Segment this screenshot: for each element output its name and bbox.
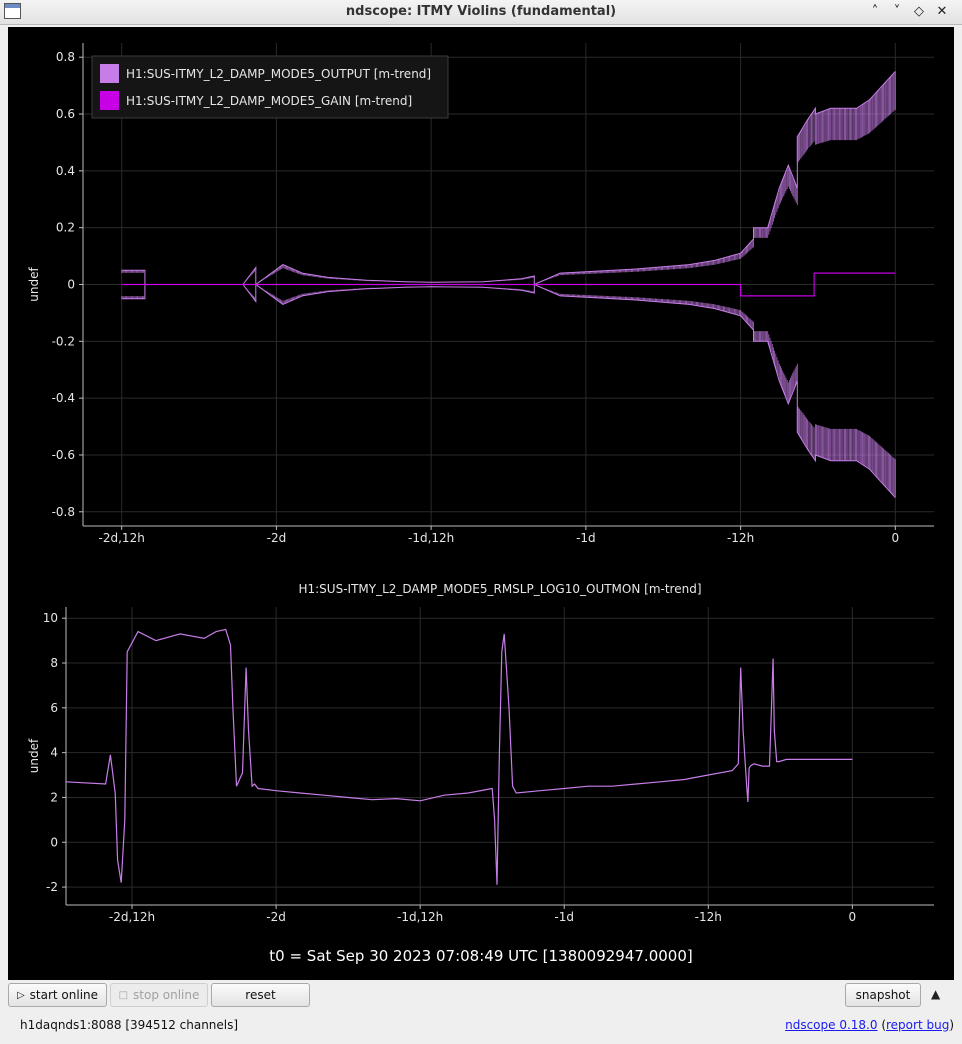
legend-swatch [100, 64, 119, 83]
stop-icon: □ [118, 989, 129, 1001]
x-tick-label: -1d [576, 531, 596, 545]
y-tick-label: 10 [43, 611, 58, 625]
x-tick-label: -1d,12h [397, 910, 443, 924]
stop-online-button[interactable]: □ stop online [110, 983, 208, 1007]
y-axis-label: undef [27, 267, 41, 302]
top-plot[interactable]: 0.8 0.6 0.4 0.2 0 -0.2 -0.4 -0.6 -0.8 -2d,12h -2d -… [8, 27, 954, 557]
x-tick-label: -2d [266, 910, 286, 924]
legend-label: H1:SUS-ITMY_L2_DAMP_MODE5_OUTPUT [m-tren… [126, 67, 431, 81]
y-tick-label: -0.8 [52, 505, 75, 519]
y-tick-label: -2 [46, 880, 58, 894]
y-tick-label: 4 [50, 746, 58, 760]
paren-open: ( [877, 1018, 886, 1032]
legend-label: H1:SUS-ITMY_L2_DAMP_MODE5_GAIN [m-trend] [126, 94, 412, 108]
close-icon[interactable]: ✕ [936, 4, 948, 19]
series-line-upper [121, 71, 896, 286]
x-tick-label: -1d [554, 910, 574, 924]
legend: H1:SUS-ITMY_L2_DAMP_MODE5_OUTPUT [m-tren… [91, 55, 449, 119]
y-tick-label: -0.2 [52, 334, 75, 348]
window-title: ndscope: ITMY Violins (fundamental) [345, 4, 617, 19]
shade-up-icon[interactable]: ˄ [871, 4, 879, 19]
scope-area: 0.8 0.6 0.4 0.2 0 -0.2 -0.4 -0.6 -0.8 -2d,12h -2d -… [8, 27, 954, 980]
start-online-label: start online [29, 988, 99, 1002]
x-tick-label: -2d [267, 531, 287, 545]
series-line [65, 628, 853, 885]
series-line-lower [121, 283, 896, 498]
version-info: ndscope 0.18.0 (report bug) [785, 1018, 954, 1032]
x-tick-label: -12h [695, 910, 722, 924]
x-tick-label: -2d,12h [99, 531, 145, 545]
y-tick-label: 0 [67, 278, 75, 292]
snapshot-label: snapshot [855, 988, 911, 1002]
window-titlebar[interactable]: ndscope: ITMY Violins (fundamental) ˄ ˅ … [0, 0, 962, 25]
reset-label: reset [245, 988, 276, 1002]
bottom-plot[interactable]: 10 8 6 4 2 0 -2 -2d,12h -2d -1d,12h -1d -12h 0 undef H… [8, 557, 954, 937]
y-tick-label: 0.2 [56, 221, 75, 235]
x-tick-label: -12h [727, 531, 754, 545]
y-tick-label: -0.6 [52, 448, 75, 462]
y-tick-label: 6 [50, 701, 58, 715]
t0-label: t0 = Sat Sep 30 2023 07:08:49 UTC [13800… [269, 947, 693, 965]
version-link[interactable]: ndscope 0.18.0 [785, 1018, 878, 1032]
reset-button[interactable]: reset [211, 983, 310, 1007]
x-tick-label: 0 [891, 531, 899, 545]
y-tick-label: 2 [50, 790, 58, 804]
start-online-button[interactable]: ▷ start online [8, 983, 107, 1007]
stop-online-label: stop online [133, 988, 200, 1002]
y-tick-label: 0.6 [56, 107, 75, 121]
x-tick-label: -1d,12h [408, 531, 454, 545]
snapshot-button[interactable]: snapshot [845, 983, 921, 1007]
legend-box [91, 55, 449, 119]
paren-close: ) [949, 1018, 954, 1032]
y-axis-label: undef [27, 738, 41, 773]
y-tick-label: 8 [50, 656, 58, 670]
series-line [121, 272, 896, 297]
y-tick-label: -0.4 [52, 391, 75, 405]
y-tick-label: 0.8 [56, 50, 75, 64]
plot-title: H1:SUS-ITMY_L2_DAMP_MODE5_RMSLP_LOG10_OU… [298, 582, 701, 596]
y-tick-label: 0.4 [56, 164, 75, 178]
expand-panel-icon[interactable]: ▲ [931, 987, 941, 1001]
x-tick-label: -2d,12h [109, 910, 155, 924]
app-window-icon [4, 3, 21, 19]
maximize-icon[interactable]: ◇ [914, 4, 924, 19]
server-status: h1daqnds1:8088 [394512 channels] [20, 1018, 239, 1032]
minimize-icon[interactable]: ˅ [893, 4, 901, 19]
legend-swatch [100, 91, 119, 110]
report-bug-link[interactable]: report bug [886, 1018, 950, 1032]
y-tick-label: 0 [50, 835, 58, 849]
x-tick-label: 0 [849, 910, 857, 924]
play-icon: ▷ [16, 989, 25, 1001]
